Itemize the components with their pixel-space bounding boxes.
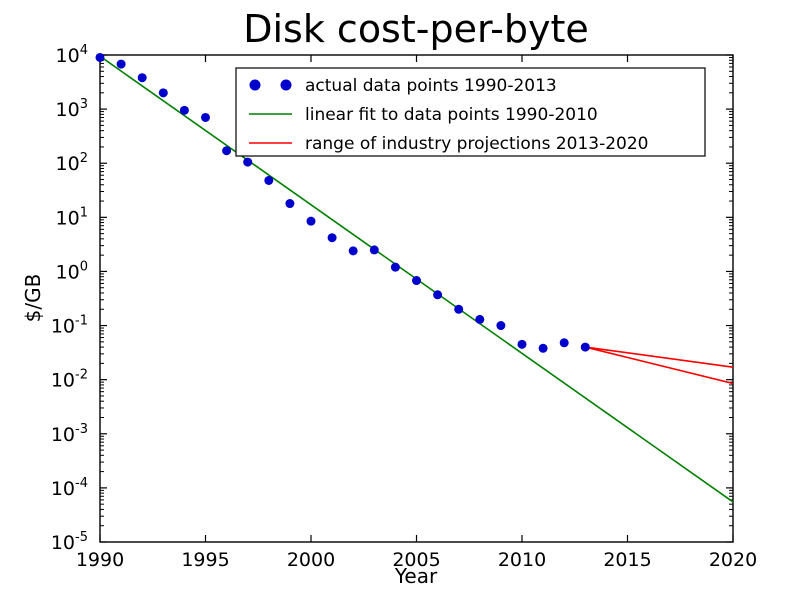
data-point <box>433 290 443 300</box>
data-point <box>306 216 316 226</box>
data-point <box>369 245 379 255</box>
data-point <box>348 246 358 256</box>
data-point <box>116 59 126 69</box>
data-point <box>538 343 548 353</box>
y-tick-label: 10-2 <box>51 368 88 392</box>
data-point <box>517 339 527 349</box>
x-axis-ticks: 1990 1995 2000 2005 2010 2015 2020 <box>76 55 757 571</box>
data-point <box>137 73 147 83</box>
data-point <box>454 304 464 314</box>
chart-legend: actual data points 1990-2013 linear fit … <box>235 67 706 157</box>
x-tick-label: 2010 <box>498 549 546 571</box>
data-point <box>243 157 253 167</box>
y-axis-ticks: 104 103 102 101 100 10-1 10-2 10-3 10-4 10-5 <box>51 43 733 554</box>
data-point <box>179 105 189 115</box>
chart-title: Disk cost-per-byte <box>243 7 589 51</box>
data-point <box>158 88 168 98</box>
data-point <box>285 199 295 209</box>
x-tick-label: 2000 <box>287 549 335 571</box>
x-tick-label: 2015 <box>603 549 651 571</box>
y-axis-label: $/GB <box>21 274 45 323</box>
legend-label-projection: range of industry projections 2013-2020 <box>305 134 649 154</box>
x-tick-label: 1990 <box>76 549 124 571</box>
x-tick-label: 2005 <box>392 549 440 571</box>
data-point <box>95 52 105 62</box>
projection-line <box>585 346 734 368</box>
legend-marker-sample-b <box>280 79 292 91</box>
data-point <box>412 276 421 286</box>
industry-projection-lines <box>585 346 734 385</box>
y-tick-label: 101 <box>56 205 88 229</box>
projection-line <box>585 346 734 385</box>
data-point <box>327 233 337 243</box>
legend-marker-sample-a <box>249 79 261 91</box>
y-tick-label: 10-5 <box>51 530 88 554</box>
data-point <box>496 321 506 331</box>
x-axis-label: Year <box>394 564 438 588</box>
y-tick-label: 10-3 <box>51 422 88 446</box>
y-tick-label: 103 <box>56 97 88 121</box>
legend-box <box>235 67 706 157</box>
data-point <box>390 262 400 272</box>
data-point <box>580 342 590 352</box>
data-point <box>559 338 569 348</box>
data-point <box>201 112 210 122</box>
actual-data-points <box>95 52 590 353</box>
legend-label-data-points: actual data points 1990-2013 <box>305 76 557 96</box>
x-tick-label: 2020 <box>709 549 757 571</box>
legend-label-linear-fit: linear fit to data points 1990-2010 <box>305 105 598 125</box>
y-tick-label: 10-1 <box>51 314 88 338</box>
y-tick-label: 100 <box>56 259 88 283</box>
x-tick-label: 1995 <box>181 549 229 571</box>
data-point <box>475 314 485 324</box>
y-tick-label: 102 <box>56 151 88 175</box>
data-point <box>264 175 274 185</box>
y-tick-label: 10-4 <box>51 476 88 500</box>
data-point <box>222 146 232 156</box>
y-tick-label: 104 <box>56 43 88 67</box>
